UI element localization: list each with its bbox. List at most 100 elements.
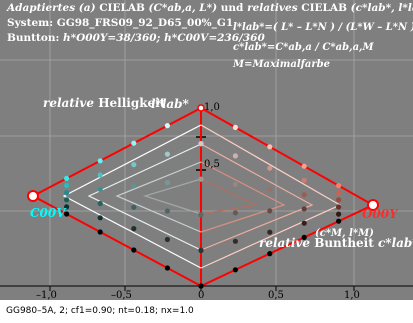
sample-dot [97, 200, 103, 207]
relative-chroma-label: relative Buntheit c*lab* [259, 236, 413, 250]
sample-dot [198, 212, 204, 218]
formula-chroma: c*lab*=C*ab,a / C*ab,a,M [233, 42, 374, 53]
formula-maximal: M=Maximalfarbe [233, 59, 330, 70]
relative-lightness-word-1: relative [43, 96, 94, 110]
x-tick-label: –1,0 [36, 290, 57, 301]
c00v-label: C00V [30, 206, 66, 220]
sample-dot [164, 236, 170, 243]
sample-dot [232, 238, 238, 244]
nested-line [115, 161, 202, 233]
relative-chroma-word-1: relative [259, 236, 310, 250]
o00y-label-text: O00Y [362, 207, 398, 221]
sample-dot [164, 180, 170, 186]
grid [0, 0, 413, 286]
sample-dot [336, 211, 342, 217]
sample-dot [64, 211, 70, 217]
sample-dot [301, 206, 307, 212]
sample-dot [164, 265, 170, 271]
sample-dot [131, 140, 137, 146]
c00v-label-text: C00V [30, 206, 66, 220]
relative-chroma-word-2: Buntheit [314, 236, 374, 250]
relative-lightness-label: relative Helligkeit [43, 96, 165, 110]
x-tick-label: –0,5 [111, 290, 132, 301]
sample-dot [198, 247, 204, 253]
sample-dot [232, 124, 238, 130]
sample-dot [267, 165, 273, 171]
nested-line [200, 161, 286, 233]
header-cielab-2: CIELAB [301, 2, 347, 14]
footer-info: GG980–5A, 2; cf1=0.90; nt=0.18; nx=1.0 [6, 306, 194, 316]
header-relatives: relatives [247, 2, 298, 14]
sample-dot [164, 151, 170, 157]
nested-line [200, 178, 258, 215]
header-line-1: Adaptiertes (a) CIELAB (C*ab,a, L*) und … [7, 2, 413, 14]
sample-dot [232, 267, 238, 273]
header-hue-values: h*O00Y=38/360; h*C00V=236/360 [63, 32, 265, 44]
sample-dot [131, 204, 137, 210]
sample-dot [64, 197, 70, 203]
x-tick-label: 0 [198, 290, 205, 301]
sample-dot [267, 208, 273, 214]
header-buntton: Buntton: [7, 32, 60, 44]
o00y-label: O00Y [362, 207, 398, 221]
sample-dot [131, 183, 137, 189]
header-adaptiertes: Adaptiertes [7, 2, 76, 14]
header-cielab-1: CIELAB [99, 2, 145, 14]
sample-dot [336, 197, 342, 203]
sample-dot [301, 177, 307, 183]
sample-dot [97, 158, 103, 164]
sample-dot [301, 192, 307, 198]
header-coords-1: (C*ab,a, L*) [148, 2, 218, 14]
sample-dot [131, 162, 137, 168]
sample-dot [267, 144, 273, 150]
sample-dot [198, 283, 204, 289]
plot-background [0, 0, 413, 300]
sample-dot [64, 190, 70, 196]
nested-line [142, 178, 202, 215]
sample-dot [198, 176, 204, 182]
sample-dot [64, 182, 70, 189]
y-tick-label-1: 1,0 [204, 102, 220, 113]
sample-dot [232, 210, 238, 216]
sample-dot [164, 123, 170, 129]
sample-dot [336, 190, 342, 196]
sample-dot [64, 204, 70, 210]
sample-dot [198, 141, 204, 147]
sample-dot [232, 181, 238, 187]
sample-dot [97, 215, 103, 221]
sample-dot [336, 218, 342, 224]
white-point [197, 104, 205, 112]
sample-dot [301, 220, 307, 226]
sample-dot [336, 204, 342, 210]
sample-dot [64, 175, 70, 181]
nested-line [62, 124, 202, 269]
nested-line [87, 143, 202, 251]
header-und: und [220, 2, 244, 14]
formula-chroma-text: c*lab*=C*ab,a / C*ab,a,M [233, 42, 374, 53]
x-tick-label: 0,5 [268, 290, 284, 301]
formula-lightness: l*lab*=( L* – L*N ) / (L*W – L*N ) [233, 22, 413, 33]
sample-dot [97, 172, 103, 178]
sample-dot [301, 234, 307, 240]
header-a: (a) [78, 2, 96, 14]
sample-dot [131, 226, 137, 232]
sample-dot [97, 186, 103, 192]
nested-grid-lines [62, 124, 342, 269]
o00y-gamut-triangle [200, 106, 376, 288]
sample-dot [267, 186, 273, 193]
nested-line [200, 143, 314, 251]
c00v-maximal-color-marker [27, 190, 39, 202]
lightness-axis-label: l*lab* [151, 97, 189, 111]
x-tick-label: 1,0 [344, 290, 360, 301]
sample-dot [164, 208, 170, 214]
lightness-axis-label-text: l*lab* [151, 97, 189, 111]
relative-lightness-word-2: Helligkeit [98, 96, 166, 110]
header-line-3: Buntton: h*O00Y=38/360; h*C00V=236/360 [7, 32, 265, 44]
o00y-maximal-color-marker [367, 199, 379, 211]
maximal-color-coords: (c*M, l*M) [315, 228, 374, 239]
y-tick-label-05: 0,5 [204, 159, 220, 170]
chroma-axis-symbol: c*lab* [377, 236, 413, 250]
maximal-color-coords-text: (c*M, l*M) [315, 228, 374, 239]
header-coords-2: (c*lab*, l*lab*) [350, 2, 413, 14]
